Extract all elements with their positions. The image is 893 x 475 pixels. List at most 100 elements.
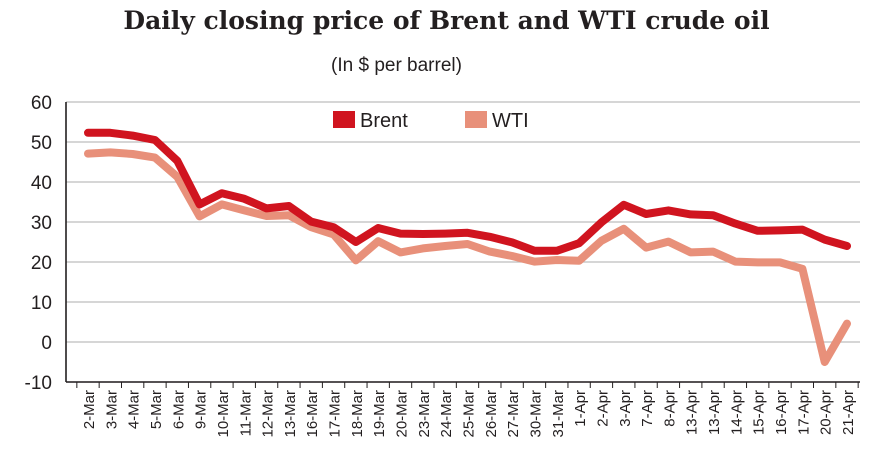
data-point-wti [444, 245, 447, 247]
data-point-brent [154, 139, 156, 141]
x-tick-label: 8-Apr [661, 390, 678, 427]
data-point-brent [198, 203, 201, 206]
x-tick-label: 24-Mar [438, 390, 455, 438]
data-point-wti [756, 261, 759, 264]
y-tick-label: 30 [31, 213, 52, 234]
data-point-wti [466, 243, 469, 245]
data-point-brent [511, 241, 514, 244]
x-tick-label: 5-Mar [148, 390, 165, 429]
x-axis: 2-Mar 3-Mar 4-Mar 5-Mar 6-Mar 9-Mar 10-Mar 11-M… [66, 381, 860, 438]
data-point-wti [265, 215, 268, 217]
data-point-wti [645, 246, 648, 249]
data-point-wti [689, 251, 692, 254]
x-tick-label: 23-Mar [416, 390, 433, 438]
data-point-wti [622, 227, 625, 230]
data-point-wti [399, 251, 402, 254]
data-point-wti [533, 260, 536, 263]
x-tick-label: 13-Apr [706, 390, 723, 435]
data-point-brent [712, 214, 715, 217]
data-point-wti [511, 255, 514, 257]
x-tick-label: 26-Mar [483, 390, 500, 438]
data-point-brent [689, 213, 692, 216]
data-point-wti [220, 203, 223, 206]
y-tick-label: 60 [31, 93, 52, 114]
data-point-wti [421, 247, 424, 250]
x-tick-label: 15-Apr [751, 390, 768, 435]
data-point-brent [421, 233, 424, 235]
y-tick-label: 40 [31, 173, 52, 194]
data-point-brent [555, 249, 558, 252]
x-tick-label: 30-Mar [527, 390, 544, 438]
chart-title: Daily closing price of Brent and WTI cru… [123, 6, 770, 35]
legend-label-wti: WTI [492, 110, 529, 132]
y-tick-label: 50 [31, 133, 52, 154]
data-point-wti [176, 175, 179, 178]
x-tick-label: 2-Mar [81, 390, 98, 429]
data-point-brent [265, 207, 268, 210]
data-point-wti [555, 259, 558, 261]
x-tick-label: 31-Mar [550, 390, 567, 438]
data-point-brent [645, 213, 648, 215]
x-tick-label: 21-Apr [840, 390, 857, 435]
x-tick-label: 7-Apr [639, 390, 656, 427]
data-point-brent [220, 192, 223, 195]
data-point-brent [310, 220, 313, 223]
data-point-brent [87, 131, 89, 134]
x-tick-label: 16-Apr [773, 390, 790, 435]
legend-label-brent: Brent [360, 110, 408, 132]
data-point-brent [243, 197, 246, 200]
x-tick-label: 16-Mar [304, 390, 321, 438]
y-tick-label: 20 [31, 253, 52, 274]
x-tick-label: 12-Mar [260, 390, 277, 438]
data-point-brent [488, 235, 491, 238]
y-tick-label: -10 [25, 373, 52, 394]
data-point-wti [712, 250, 715, 253]
x-tick-label: 17-Apr [795, 390, 812, 435]
y-axis: 60 50 40 30 20 10 0 -10 [25, 93, 67, 394]
data-point-brent [801, 228, 804, 231]
data-point-wti [578, 259, 581, 262]
data-point-wti [109, 151, 112, 154]
x-tick-label: 3-Apr [617, 390, 634, 427]
data-point-brent [109, 131, 112, 134]
x-tick-label: 27-Mar [505, 390, 522, 438]
series-lines [84, 128, 851, 366]
data-point-brent [823, 238, 826, 241]
data-point-wti [846, 322, 848, 325]
data-point-wti [131, 153, 134, 155]
series-line-wti [84, 148, 851, 366]
data-point-brent [734, 222, 737, 225]
data-point-brent [846, 245, 848, 247]
data-point-wti [243, 209, 246, 212]
data-point-wti [779, 261, 781, 264]
data-point-wti [310, 226, 313, 229]
data-point-wti [287, 214, 290, 217]
data-point-wti [823, 361, 826, 363]
data-point-wti [354, 259, 357, 262]
legend-swatch-wti [465, 111, 487, 128]
x-tick-label: 18-Mar [349, 390, 366, 438]
data-point-brent [756, 229, 759, 232]
x-tick-label: 20-Apr [818, 390, 835, 435]
x-tick-label: 11-Mar [237, 390, 254, 436]
data-point-brent [287, 205, 290, 207]
x-tick-label: 9-Mar [193, 390, 210, 429]
x-tick-label: 13-Apr [684, 390, 701, 435]
data-point-wti [600, 239, 603, 242]
data-point-brent [578, 242, 581, 245]
data-point-wti [734, 260, 737, 263]
x-tick-label: 6-Mar [170, 390, 187, 429]
legend: Brent WTI [333, 110, 529, 132]
data-point-brent [667, 209, 670, 212]
data-point-brent [399, 232, 402, 235]
data-point-brent [779, 229, 781, 232]
data-point-brent [354, 241, 357, 243]
x-tick-label: 14-Apr [728, 390, 745, 435]
data-point-wti [198, 215, 201, 218]
x-tick-label: 20-Mar [394, 390, 411, 438]
data-point-wti [667, 240, 670, 243]
x-tick-label: 3-Mar [103, 390, 120, 429]
x-tick-label: 17-Mar [327, 390, 344, 438]
x-tick-label: 2-Apr [594, 390, 611, 427]
